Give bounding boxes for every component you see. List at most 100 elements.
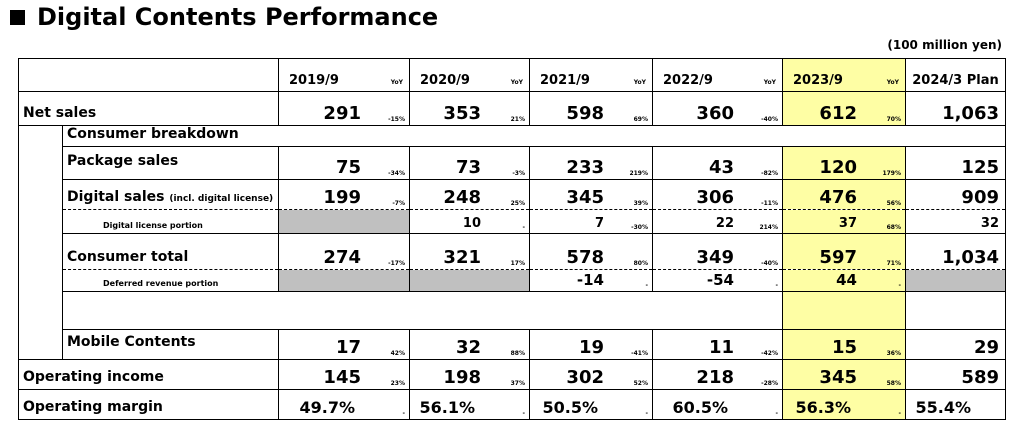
table-cell: 75 -34% bbox=[278, 146, 410, 180]
cell-label: 2024/3 Plan bbox=[912, 73, 999, 88]
table-cell: 32 88% bbox=[409, 329, 530, 360]
cell-value: 199 bbox=[323, 187, 361, 208]
table-cell: 578 80% bbox=[529, 233, 653, 270]
yoy-value: YoY bbox=[510, 79, 523, 86]
table-cell: 233 219% bbox=[529, 146, 653, 180]
label-operating-income: Operating income bbox=[18, 359, 279, 390]
table-cell: 56.1% - bbox=[409, 389, 530, 420]
yoy-value: 52% bbox=[633, 380, 648, 387]
yoy-value: 37% bbox=[510, 380, 525, 387]
yoy-value: -40% bbox=[761, 260, 778, 267]
cell-value: 43 bbox=[708, 157, 734, 178]
yoy-value: 69% bbox=[633, 116, 648, 123]
cell-value: 60.5% bbox=[672, 398, 728, 417]
cell-value: 291 bbox=[323, 103, 361, 124]
cell-value: 75 bbox=[335, 157, 361, 178]
table-cell: 198 37% bbox=[409, 359, 530, 390]
cell-value: 198 bbox=[443, 367, 481, 388]
table-cell: 10 - bbox=[409, 209, 530, 234]
cell-label: 2019/9 bbox=[289, 73, 339, 88]
table-cell: 145 23% bbox=[278, 359, 410, 390]
table-cell: 50.5% - bbox=[529, 389, 653, 420]
yoy-value: -34% bbox=[388, 170, 405, 177]
table-cell bbox=[18, 146, 63, 180]
table-cell: 589 bbox=[905, 359, 1006, 390]
table-cell: 60.5% - bbox=[652, 389, 783, 420]
table-cell: 125 bbox=[905, 146, 1006, 180]
yoy-value: YoY bbox=[886, 79, 899, 86]
table-cell: 199 -7% bbox=[278, 179, 410, 210]
row-digital-sales: Digital sales (incl. digital license) 19… bbox=[18, 179, 1006, 210]
cell-value: 15 bbox=[831, 337, 857, 358]
row-operating-margin: Operating margin 49.7% - 56.1% - 50.5% - 60… bbox=[18, 389, 1006, 420]
table-cell: 218 -28% bbox=[652, 359, 783, 390]
table-cell: -54 - bbox=[652, 269, 783, 292]
header-col-2024-plan: 2024/3 Plan bbox=[905, 58, 1006, 92]
table-cell bbox=[905, 269, 1006, 292]
title-text: Digital Contents Performance bbox=[37, 3, 439, 31]
yoy-value: 36% bbox=[886, 350, 901, 357]
cell-value: 32 bbox=[455, 337, 481, 358]
cell-value: 29 bbox=[973, 337, 999, 358]
header-col-2022: 2022/9 YoY bbox=[652, 58, 783, 92]
cell-value: 274 bbox=[323, 247, 361, 268]
yoy-value: - bbox=[775, 410, 779, 417]
yoy-value: -41% bbox=[631, 350, 648, 357]
table-cell: 248 25% bbox=[409, 179, 530, 210]
yoy-value: -30% bbox=[631, 224, 648, 231]
table-cell bbox=[18, 209, 63, 234]
cell-value: 476 bbox=[819, 187, 857, 208]
table-cell: -14 - bbox=[529, 269, 653, 292]
cell-value: 32 bbox=[980, 216, 999, 231]
cell-value: 73 bbox=[455, 157, 481, 178]
table-cell: 44 - bbox=[782, 269, 906, 292]
yoy-value: 21% bbox=[510, 116, 525, 123]
table-cell: 476 56% bbox=[782, 179, 906, 210]
cell-value: 598 bbox=[566, 103, 604, 124]
cell-value: 49.7% bbox=[299, 398, 355, 417]
cell-value: 909 bbox=[961, 187, 999, 208]
yoy-value: 23% bbox=[390, 380, 405, 387]
yoy-value: 219% bbox=[629, 170, 648, 177]
cell-value: 321 bbox=[443, 247, 481, 268]
table-cell: 17 42% bbox=[278, 329, 410, 360]
table-cell: 29 bbox=[905, 329, 1006, 360]
yoy-value: 214% bbox=[759, 224, 778, 231]
cell-value: 233 bbox=[566, 157, 604, 178]
yoy-value: 39% bbox=[633, 200, 648, 207]
table-cell: 43 -82% bbox=[652, 146, 783, 180]
cell-value: 19 bbox=[578, 337, 604, 358]
table-cell: 37 68% bbox=[782, 209, 906, 234]
table-cell: 306 -11% bbox=[652, 179, 783, 210]
table-cell: 7 -30% bbox=[529, 209, 653, 234]
cell-label: 2023/9 bbox=[793, 73, 843, 88]
yoy-value: -42% bbox=[761, 350, 778, 357]
cell-value: 125 bbox=[961, 157, 999, 178]
cell-value: 11 bbox=[708, 337, 734, 358]
table-cell: 56.3% - bbox=[782, 389, 906, 420]
table-cell bbox=[18, 125, 63, 147]
cell-value: -54 bbox=[706, 271, 734, 289]
cell-value: 345 bbox=[819, 367, 857, 388]
yoy-value: - bbox=[898, 410, 902, 417]
table-cell bbox=[18, 329, 63, 360]
yoy-value: 88% bbox=[510, 350, 525, 357]
cell-value: 345 bbox=[566, 187, 604, 208]
cell-value: 612 bbox=[819, 103, 857, 124]
table-cell: 1,034 bbox=[905, 233, 1006, 270]
header-col-2021: 2021/9 YoY bbox=[529, 58, 653, 92]
cell-value: 55.4% bbox=[915, 398, 971, 417]
cell-value: 44 bbox=[836, 271, 857, 289]
yoy-value: - bbox=[775, 282, 779, 289]
table-cell bbox=[409, 269, 530, 292]
row-deferred-revenue: Deferred revenue portion -14 - -54 - 44 - bbox=[18, 269, 1006, 292]
yoy-value: 56% bbox=[886, 200, 901, 207]
table-cell: 353 21% bbox=[409, 91, 530, 126]
cell-label: 2021/9 bbox=[540, 73, 590, 88]
yoy-value: -28% bbox=[761, 380, 778, 387]
yoy-value: YoY bbox=[633, 79, 646, 86]
cell-value: 1,034 bbox=[942, 247, 999, 268]
yoy-value: 58% bbox=[886, 380, 901, 387]
cell-value: 7 bbox=[594, 216, 604, 231]
header-col-2020: 2020/9 YoY bbox=[409, 58, 530, 92]
